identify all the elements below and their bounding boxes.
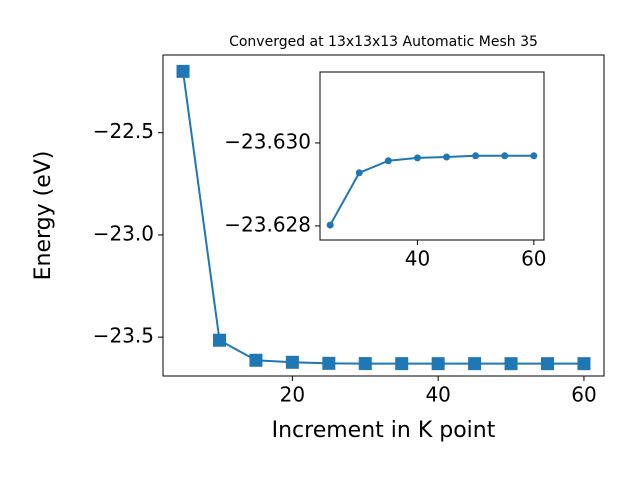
marker: [530, 152, 538, 160]
data-line: [329, 154, 534, 226]
marker: [501, 152, 509, 160]
y-tick-label: −23.0: [93, 221, 154, 245]
y-axis-label: Energy (eV): [31, 151, 56, 281]
axes-frame: [319, 71, 545, 241]
marker: [176, 64, 190, 78]
axes-frame: [162, 54, 605, 377]
x-tick-label: 20: [280, 383, 305, 407]
marker: [413, 154, 421, 162]
marker: [358, 357, 372, 371]
marker: [541, 357, 555, 371]
marker: [468, 357, 482, 371]
marker: [443, 153, 451, 161]
marker: [212, 333, 226, 347]
y-tick-label: −23.628: [224, 212, 311, 236]
x-tick-label: 40: [425, 383, 450, 407]
marker: [326, 221, 334, 229]
x-axis-label: Increment in K point: [272, 418, 496, 443]
marker: [504, 357, 518, 371]
x-tick-label: 40: [405, 247, 430, 271]
marker: [249, 353, 263, 367]
marker: [384, 157, 392, 165]
x-tick-label: 60: [571, 383, 596, 407]
y-tick-label: −23.630: [224, 129, 311, 153]
marker: [355, 169, 363, 177]
y-tick-label: −22.5: [93, 119, 154, 143]
x-tick-label: 60: [521, 247, 546, 271]
marker: [431, 357, 445, 371]
chart-title: Converged at 13x13x13 Automatic Mesh 35: [229, 34, 538, 50]
marker: [577, 357, 591, 371]
marker: [322, 356, 336, 370]
marker: [395, 357, 409, 371]
y-tick-label: −23.5: [93, 324, 154, 348]
marker: [472, 152, 480, 160]
marker: [285, 355, 299, 369]
